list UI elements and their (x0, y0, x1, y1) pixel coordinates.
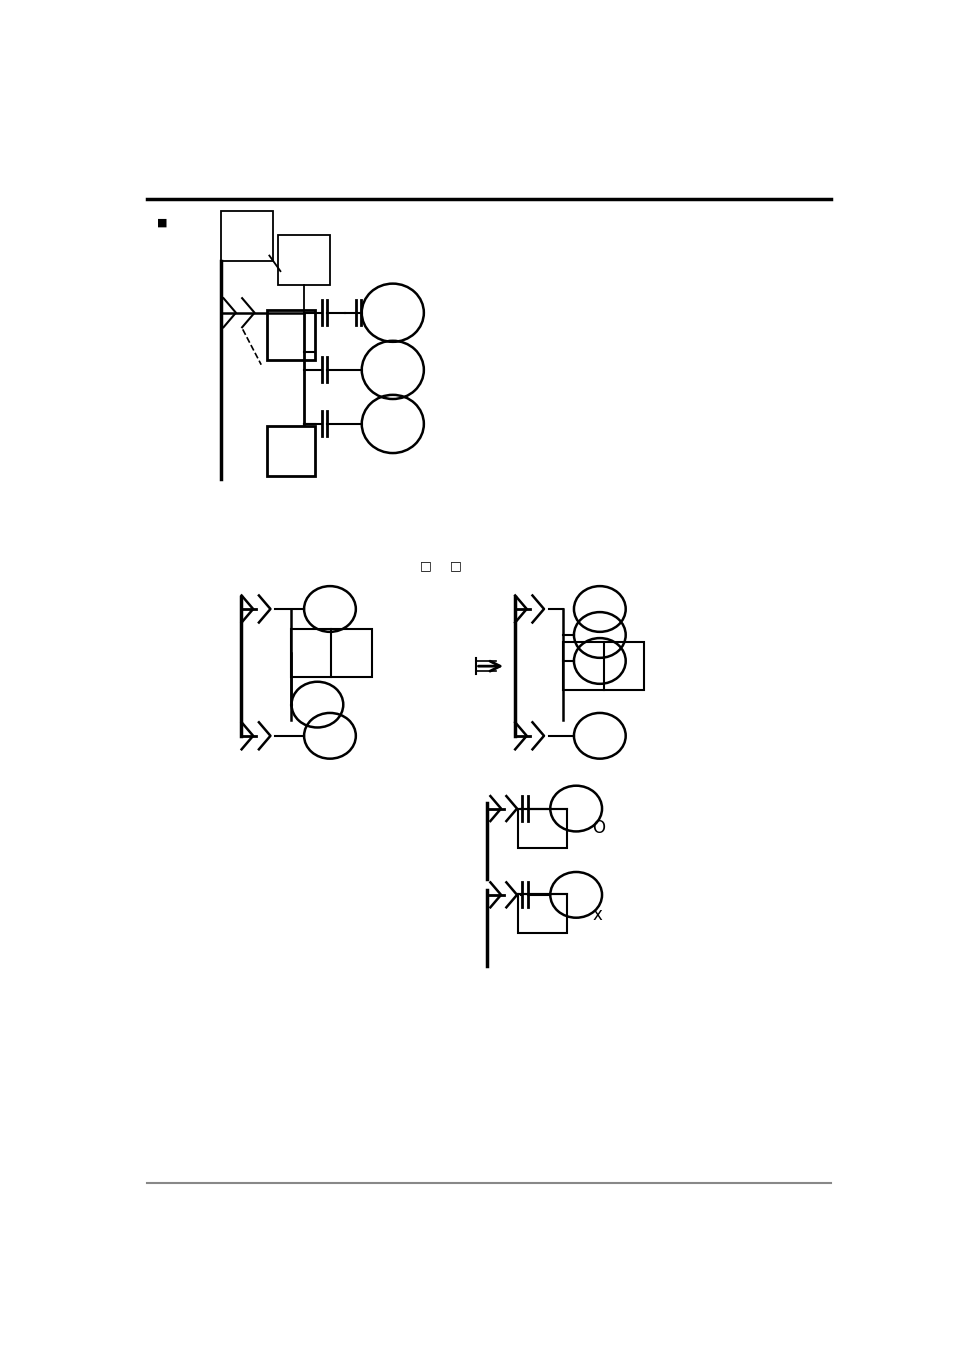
Bar (518, 894, 566, 933)
Bar (562, 643, 643, 690)
Bar (278, 235, 330, 285)
Text: x: x (592, 906, 601, 923)
Bar (221, 211, 273, 261)
Bar (518, 809, 566, 848)
Text: □: □ (449, 559, 461, 572)
Bar (267, 427, 314, 477)
Text: O: O (592, 819, 605, 837)
Text: ■: ■ (156, 217, 167, 227)
Bar (291, 629, 372, 676)
Text: □: □ (419, 559, 432, 572)
Bar (267, 309, 314, 359)
